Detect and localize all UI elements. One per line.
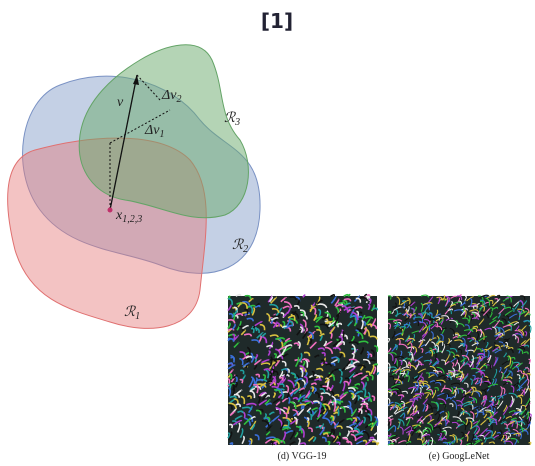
region-3-label: ℛ3 <box>224 111 240 128</box>
texture-stroke <box>377 373 379 375</box>
label-sub: 2 <box>243 244 248 255</box>
label-sub: 1 <box>135 311 140 322</box>
perturbation-image <box>388 295 531 445</box>
caption: (d) VGG-19 <box>278 451 327 462</box>
texture-stroke <box>236 295 241 297</box>
caption: (e) GoogLeNet <box>429 451 490 462</box>
point <box>108 208 113 213</box>
label-base: Δv <box>161 88 177 103</box>
label-base: Δv <box>144 123 160 138</box>
texture-stroke <box>228 376 230 378</box>
label-sub: 2 <box>176 94 181 105</box>
label-sub: 3 <box>234 117 240 128</box>
title: [1] <box>261 9 293 33</box>
diagram: v Δv2 Δv1 x1,2,3 ℛ1 ℛ2 ℛ3 <box>8 45 260 329</box>
slide: [1] v Δv2 Δv1 x1,2,3 ℛ1 ℛ2 ℛ3 (d) VGG-19… <box>0 0 535 466</box>
label-sub: 1,2,3 <box>122 214 142 225</box>
perturbation-image <box>228 295 378 445</box>
label-sub: 1 <box>159 129 164 140</box>
vector-label: v <box>117 95 124 110</box>
